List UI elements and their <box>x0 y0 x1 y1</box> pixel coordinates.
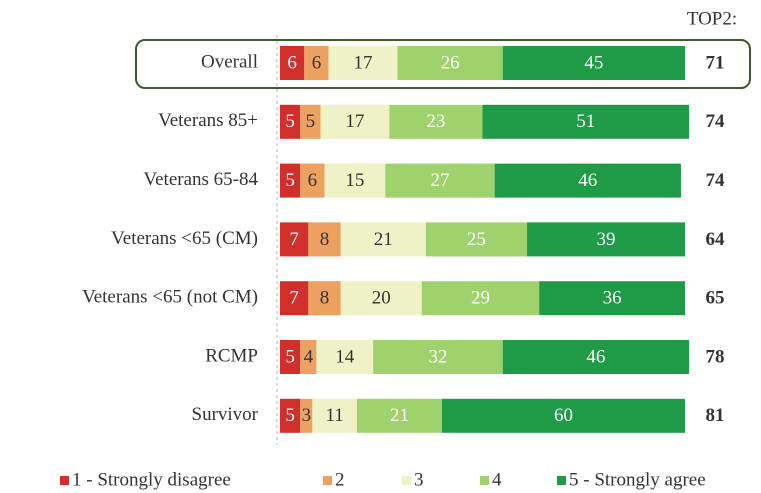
bar-segment <box>280 163 301 198</box>
bar-segment <box>280 222 309 257</box>
bar-segment <box>425 222 528 257</box>
value-label: 7 <box>289 288 299 309</box>
top2-title: TOP2: <box>687 8 737 29</box>
value-label: 27 <box>430 170 449 191</box>
value-label: 3 <box>302 405 312 426</box>
value-label: 7 <box>289 229 299 250</box>
top2-value: 64 <box>706 229 726 250</box>
value-label: 5 <box>285 346 295 367</box>
top2-value: 65 <box>706 288 725 309</box>
value-label: 8 <box>320 288 330 309</box>
bar-segment <box>397 46 503 80</box>
category-label: Overall <box>201 51 258 72</box>
bar-segment <box>527 222 685 257</box>
bar-segment <box>502 340 690 374</box>
legend-swatch <box>557 476 566 485</box>
category-label: Veterans <65 (CM) <box>111 228 258 249</box>
bar-segment <box>304 46 329 80</box>
category-label: Veterans <65 (not CM) <box>82 287 258 308</box>
value-label: 36 <box>603 288 622 309</box>
top2-value: 71 <box>706 52 725 73</box>
value-label: 5 <box>306 111 316 132</box>
top2-value: 74 <box>706 170 726 191</box>
value-label: 14 <box>335 346 355 367</box>
value-label: 39 <box>597 229 616 250</box>
value-label: 20 <box>372 288 391 309</box>
value-label: 32 <box>428 346 447 367</box>
legend-swatch <box>402 476 411 485</box>
bar-segment <box>300 398 313 433</box>
legend-label: 5 - Strongly agree <box>569 469 706 490</box>
bar-segment <box>280 340 301 374</box>
top2-value: 81 <box>706 405 725 426</box>
bar-segment <box>340 281 422 316</box>
bar-segment <box>442 398 685 433</box>
top2-value: 74 <box>706 111 726 132</box>
legend-swatch <box>60 476 69 485</box>
value-label: 5 <box>285 170 295 191</box>
highlight-box <box>135 39 751 89</box>
bar-segment <box>280 281 309 316</box>
value-label: 23 <box>426 111 445 132</box>
value-label: 5 <box>285 111 295 132</box>
value-label: 4 <box>304 346 314 367</box>
category-label: Survivor <box>192 404 259 425</box>
bar-segment <box>421 281 540 316</box>
value-label: 15 <box>345 170 364 191</box>
category-label: RCMP <box>205 345 258 366</box>
value-label: 17 <box>354 52 373 73</box>
bar-segment <box>300 104 321 139</box>
legend-label: 4 <box>492 469 502 490</box>
bar-segment <box>373 340 503 374</box>
legend-label: 2 <box>335 469 345 490</box>
bar-segment <box>320 104 390 139</box>
value-label: 26 <box>441 52 460 73</box>
top2-value: 78 <box>706 346 725 367</box>
value-label: 17 <box>345 111 364 132</box>
value-label: 6 <box>312 52 322 73</box>
bar-segment <box>482 104 690 139</box>
value-label: 60 <box>554 405 573 426</box>
value-label: 8 <box>320 229 330 250</box>
legend-label: 1 - Strongly disagree <box>72 469 231 490</box>
bar-segment <box>308 222 341 257</box>
bar-segment <box>280 104 301 139</box>
legend-swatch <box>480 476 489 485</box>
legend-label: 3 <box>414 469 424 490</box>
bar-segment <box>385 163 495 198</box>
bar-segment <box>324 163 386 198</box>
value-label: 46 <box>578 170 597 191</box>
value-label: 21 <box>374 229 393 250</box>
bar-segment <box>280 398 301 433</box>
value-label: 29 <box>471 288 490 309</box>
bar-segment <box>312 398 357 433</box>
value-label: 5 <box>285 405 295 426</box>
bar-segment <box>328 46 398 80</box>
bar-segment <box>502 46 685 80</box>
bar-segment <box>494 163 681 198</box>
category-label: Veterans 85+ <box>158 110 258 131</box>
value-label: 21 <box>390 405 409 426</box>
value-label: 11 <box>326 405 344 426</box>
value-label: 45 <box>584 52 603 73</box>
value-label: 6 <box>287 52 297 73</box>
bar-segment <box>308 281 341 316</box>
value-label: 6 <box>308 170 318 191</box>
bar-segment <box>300 340 317 374</box>
legend-swatch <box>323 476 332 485</box>
bar-segment <box>356 398 442 433</box>
bar-segment <box>539 281 685 316</box>
bar-segment <box>340 222 426 257</box>
value-label: 25 <box>467 229 486 250</box>
value-label: 51 <box>576 111 595 132</box>
bar-segment <box>280 46 305 80</box>
category-label: Veterans 65-84 <box>144 169 259 190</box>
bar-segment <box>389 104 483 139</box>
bar-segment <box>316 340 374 374</box>
bar-segment <box>300 163 325 198</box>
value-label: 46 <box>586 346 605 367</box>
